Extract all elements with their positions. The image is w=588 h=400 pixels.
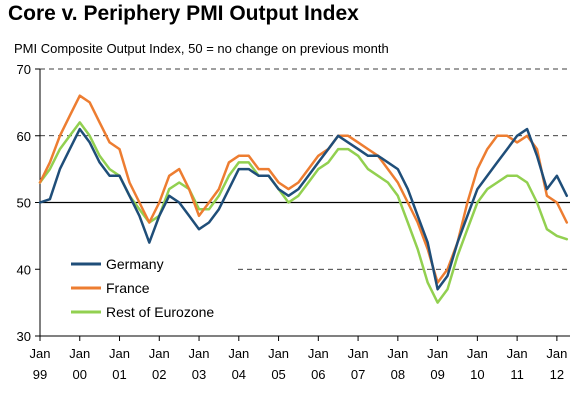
- x-tick-label-year: 05: [271, 367, 285, 382]
- x-tick-label-year: 09: [430, 367, 444, 382]
- series-line-germany: [38, 127, 569, 291]
- x-tick-label-month: Jan: [69, 346, 90, 361]
- x-tick-label-month: Jan: [189, 346, 210, 361]
- legend-label-france: France: [106, 280, 150, 296]
- x-tick-label-year: 12: [550, 367, 564, 382]
- y-tick-label: 70: [17, 62, 31, 77]
- x-tick-label-month: Jan: [308, 346, 329, 361]
- y-tick-label: 60: [17, 129, 31, 144]
- x-tick-label-year: 03: [192, 367, 206, 382]
- x-tick-label-year: 07: [351, 367, 365, 382]
- x-tick-label-year: 06: [311, 367, 325, 382]
- x-tick-label-month: Jan: [348, 346, 369, 361]
- chart-title: Core v. Periphery PMI Output Index: [8, 2, 359, 25]
- x-tick-label-month: Jan: [228, 346, 249, 361]
- chart-subtitle: PMI Composite Output Index, 50 = no chan…: [14, 41, 389, 56]
- x-tick-label-year: 99: [33, 367, 47, 382]
- x-tick-label-month: Jan: [30, 346, 51, 361]
- series-line-france: [38, 94, 569, 284]
- legend-label-rest-of-eurozone: Rest of Eurozone: [106, 304, 214, 320]
- x-tick-label-year: 08: [391, 367, 405, 382]
- x-tick-label-year: 01: [112, 367, 126, 382]
- x-tick-label-year: 00: [73, 367, 87, 382]
- x-tick-label-month: Jan: [109, 346, 130, 361]
- y-tick-label: 30: [17, 329, 31, 344]
- x-tick-label-month: Jan: [149, 346, 170, 361]
- legend-label-germany: Germany: [106, 256, 164, 272]
- y-tick-label: 40: [17, 262, 31, 277]
- x-tick-label-month: Jan: [467, 346, 488, 361]
- x-tick-label-month: Jan: [507, 346, 528, 361]
- x-tick-label-year: 02: [152, 367, 166, 382]
- x-tick-label-month: Jan: [427, 346, 448, 361]
- x-tick-label-year: 10: [470, 367, 484, 382]
- x-tick-label-year: 04: [232, 367, 246, 382]
- x-tick-label-year: 11: [510, 367, 524, 382]
- y-tick-label: 50: [17, 196, 31, 211]
- x-tick-label-month: Jan: [387, 346, 408, 361]
- x-tick-label-month: Jan: [268, 346, 289, 361]
- x-tick-label-month: Jan: [546, 346, 567, 361]
